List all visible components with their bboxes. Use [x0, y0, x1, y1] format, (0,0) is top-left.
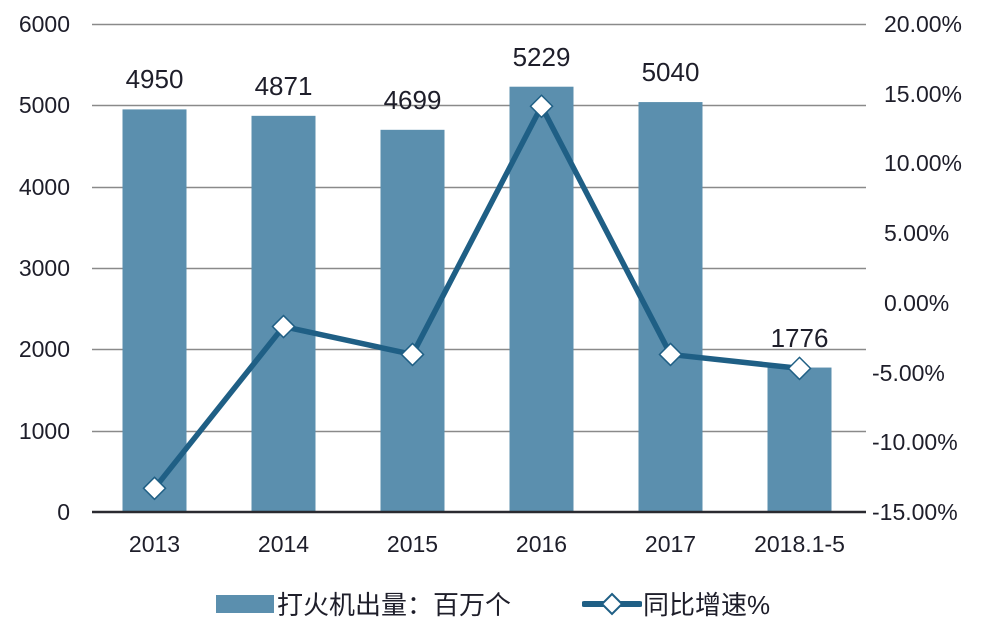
bar	[509, 86, 574, 512]
bar-data-label: 4871	[254, 70, 313, 101]
category-label: 2013	[128, 531, 181, 557]
left-tick-label: 1000	[18, 417, 70, 444]
right-tick-label: -10.00%	[872, 429, 958, 456]
bar	[122, 109, 187, 513]
bar	[251, 115, 316, 513]
diamond-marker-icon	[787, 356, 812, 381]
bar-data-label: 4950	[125, 64, 184, 95]
left-tick-label: 2000	[18, 336, 70, 363]
category-label: 2016	[515, 531, 568, 557]
bar-data-label: 5040	[641, 57, 700, 88]
bar	[380, 129, 445, 512]
growth-line	[151, 103, 803, 492]
legend-bar-swatch-icon	[216, 595, 274, 613]
diamond-marker-icon	[142, 476, 167, 501]
category-label: 2018.1-5	[754, 531, 845, 557]
left-tick-label: 6000	[18, 11, 70, 37]
right-tick-label: 5.00%	[884, 220, 950, 247]
right-tick-label: 20.00%	[884, 11, 963, 37]
category-label: 2017	[644, 531, 697, 557]
bar	[767, 367, 832, 512]
left-tick-label: 4000	[18, 173, 70, 200]
diamond-marker-icon	[658, 342, 683, 367]
legend-line-diamond-icon	[582, 592, 642, 616]
bar-data-label: 1776	[770, 322, 829, 353]
left-tick-label: 5000	[18, 92, 70, 119]
bar	[638, 102, 703, 512]
bar-data-label: 4699	[383, 84, 442, 115]
right-tick-label: 0.00%	[884, 289, 950, 316]
legend-line-label: 同比增速%	[643, 590, 771, 620]
diamond-marker-icon	[529, 94, 554, 119]
category-label: 2014	[257, 531, 310, 557]
left-tick-label: 3000	[18, 255, 70, 281]
bar-data-label: 5229	[512, 41, 571, 72]
right-tick-label: -15.00%	[872, 499, 958, 525]
right-tick-label: 10.00%	[884, 150, 963, 177]
diamond-marker-icon	[271, 314, 296, 339]
right-tick-label: 15.00%	[884, 80, 963, 107]
left-tick-label: 0	[57, 499, 70, 525]
diamond-marker-icon	[400, 342, 425, 367]
category-label: 2015	[386, 531, 439, 557]
legend-bar-label: 打火机出量：百万个	[277, 590, 512, 620]
right-tick-label: -5.00%	[872, 359, 945, 386]
legend: 打火机出量：百万个 同比增速%	[0, 588, 996, 622]
